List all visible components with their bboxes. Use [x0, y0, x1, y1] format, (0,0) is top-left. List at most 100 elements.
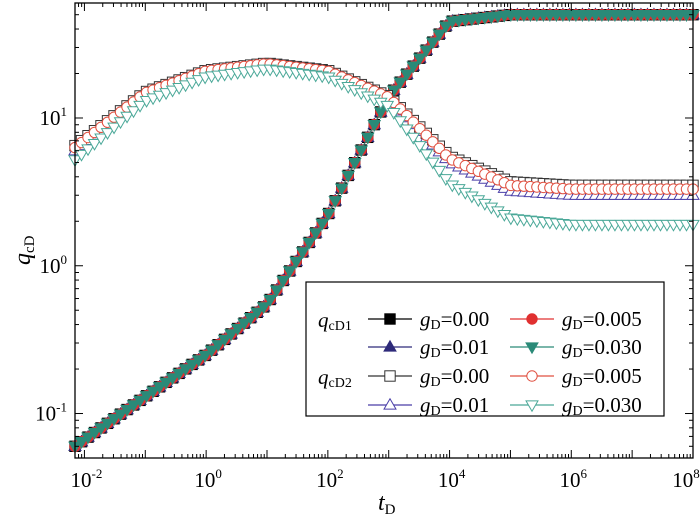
data-point [204, 345, 219, 358]
y-axis-label: qcD [10, 235, 38, 265]
data-point [100, 128, 115, 140]
data-point [120, 404, 134, 417]
data-point [133, 395, 147, 408]
data-point [399, 69, 414, 82]
legend-entry: gD=0.005 [510, 307, 642, 333]
legend-entry: gD=0.030 [510, 335, 642, 361]
x-tick-label: 108 [672, 466, 700, 492]
data-point [419, 149, 434, 162]
data-point [139, 391, 154, 404]
data-point [347, 158, 362, 170]
data-point [185, 359, 199, 372]
data-point [380, 100, 395, 113]
data-point [211, 340, 225, 353]
data-point [107, 122, 121, 135]
data-point [94, 133, 108, 146]
data-point [425, 37, 440, 50]
data-point [133, 100, 147, 113]
data-point [328, 196, 343, 209]
legend-marker [384, 313, 396, 325]
data-point [87, 427, 102, 440]
data-point [256, 302, 271, 315]
data-point [126, 400, 141, 413]
legend-entry: gD=0.005 [510, 364, 642, 390]
legend-box [305, 281, 665, 417]
data-point [113, 117, 128, 130]
data-point [126, 106, 141, 119]
data-point [419, 45, 434, 58]
legend-marker [525, 342, 539, 355]
legend-entries: gD=0.00gD=0.01gD=0.00gD=0.01gD=0.005gD=0… [368, 307, 642, 419]
series-layer [68, 7, 700, 454]
legend-marker [384, 370, 396, 382]
data-point [432, 165, 447, 178]
legend-group-qcD1: qcD1 [318, 308, 352, 334]
data-point [308, 228, 323, 241]
data-point [74, 437, 89, 449]
data-point [100, 418, 115, 431]
data-point [191, 355, 206, 368]
legend: qcD1 qcD2 gD=0.00gD=0.01gD=0.00gD=0.01gD… [305, 281, 665, 419]
data-point [81, 432, 95, 445]
legend-group-qcD2: qcD2 [318, 365, 352, 391]
ticks-layer: 10-2 100 102 104 106 108 10-1 100 101 [35, 2, 700, 492]
data-point [438, 174, 453, 187]
data-point [263, 294, 278, 307]
data-point [87, 138, 102, 151]
data-point [224, 329, 238, 342]
legend-marker [526, 313, 538, 325]
data-point [237, 318, 251, 331]
data-point [302, 237, 317, 250]
legend-label: gD=0.005 [562, 307, 642, 333]
legend-label: gD=0.01 [420, 393, 489, 419]
x-tick-label: 102 [316, 466, 344, 492]
data-point [412, 53, 427, 66]
legend-label: gD=0.005 [562, 364, 642, 390]
data-point [341, 170, 356, 183]
data-point [269, 285, 284, 298]
y-tick-label: 100 [40, 252, 68, 278]
data-point [334, 183, 349, 196]
data-point [276, 275, 291, 288]
legend-entry: gD=0.01 [368, 393, 489, 419]
data-point [399, 124, 414, 137]
x-tick-label: 100 [194, 466, 222, 492]
data-point [406, 132, 421, 145]
data-point [250, 307, 264, 320]
data-point [198, 350, 212, 363]
legend-entry: gD=0.00 [368, 307, 489, 333]
data-point [432, 29, 447, 42]
data-point [146, 386, 160, 399]
x-tick-label: 104 [438, 466, 466, 492]
data-point [406, 61, 421, 74]
data-point [178, 364, 193, 377]
data-point [289, 256, 304, 269]
legend-label: gD=0.030 [562, 393, 642, 419]
legend-marker [525, 400, 539, 413]
data-point [360, 132, 375, 145]
data-point [217, 334, 232, 347]
legend-marker [526, 370, 538, 382]
data-point [165, 373, 180, 386]
series-qcD2-7 [68, 64, 700, 232]
data-point [120, 111, 134, 124]
x-axis-label: tD [378, 490, 396, 518]
legend-marker [383, 397, 397, 410]
legend-entry: gD=0.01 [368, 335, 489, 361]
data-point [386, 108, 401, 120]
data-point [367, 119, 382, 132]
x-tick-label: 106 [560, 466, 588, 492]
data-point [354, 145, 369, 158]
series-qcD1-3 [68, 10, 700, 454]
data-point [393, 77, 408, 90]
data-point [74, 149, 89, 162]
data-point [113, 409, 128, 422]
data-point [230, 323, 245, 336]
data-point [438, 21, 453, 34]
data-point [321, 208, 336, 221]
data-point [315, 218, 330, 231]
plot-frame [74, 2, 694, 459]
data-point [152, 382, 167, 395]
y-tick-label: 10-1 [35, 400, 67, 426]
